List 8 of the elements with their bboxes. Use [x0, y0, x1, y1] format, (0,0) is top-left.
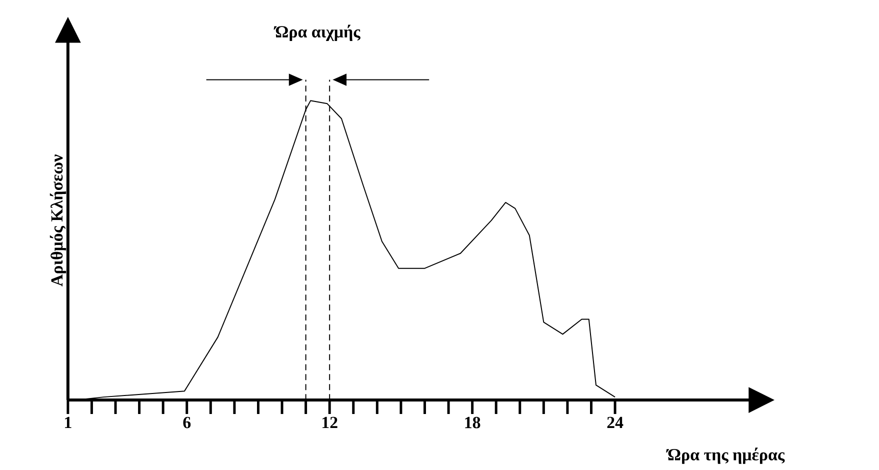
x-tick-label: 12 [322, 417, 338, 428]
x-tick-label: 24 [607, 417, 624, 428]
text: Ώρα αιχμής [274, 25, 360, 42]
x-tick-label: 18 [465, 417, 480, 429]
x-tick-label: 1 [65, 417, 72, 428]
y-axis-title: Αριθμός Κλήσεων [50, 154, 66, 287]
x-axis-title: Ώρα της ημέρας [666, 448, 785, 464]
x-tick-label: 6 [183, 417, 191, 428]
